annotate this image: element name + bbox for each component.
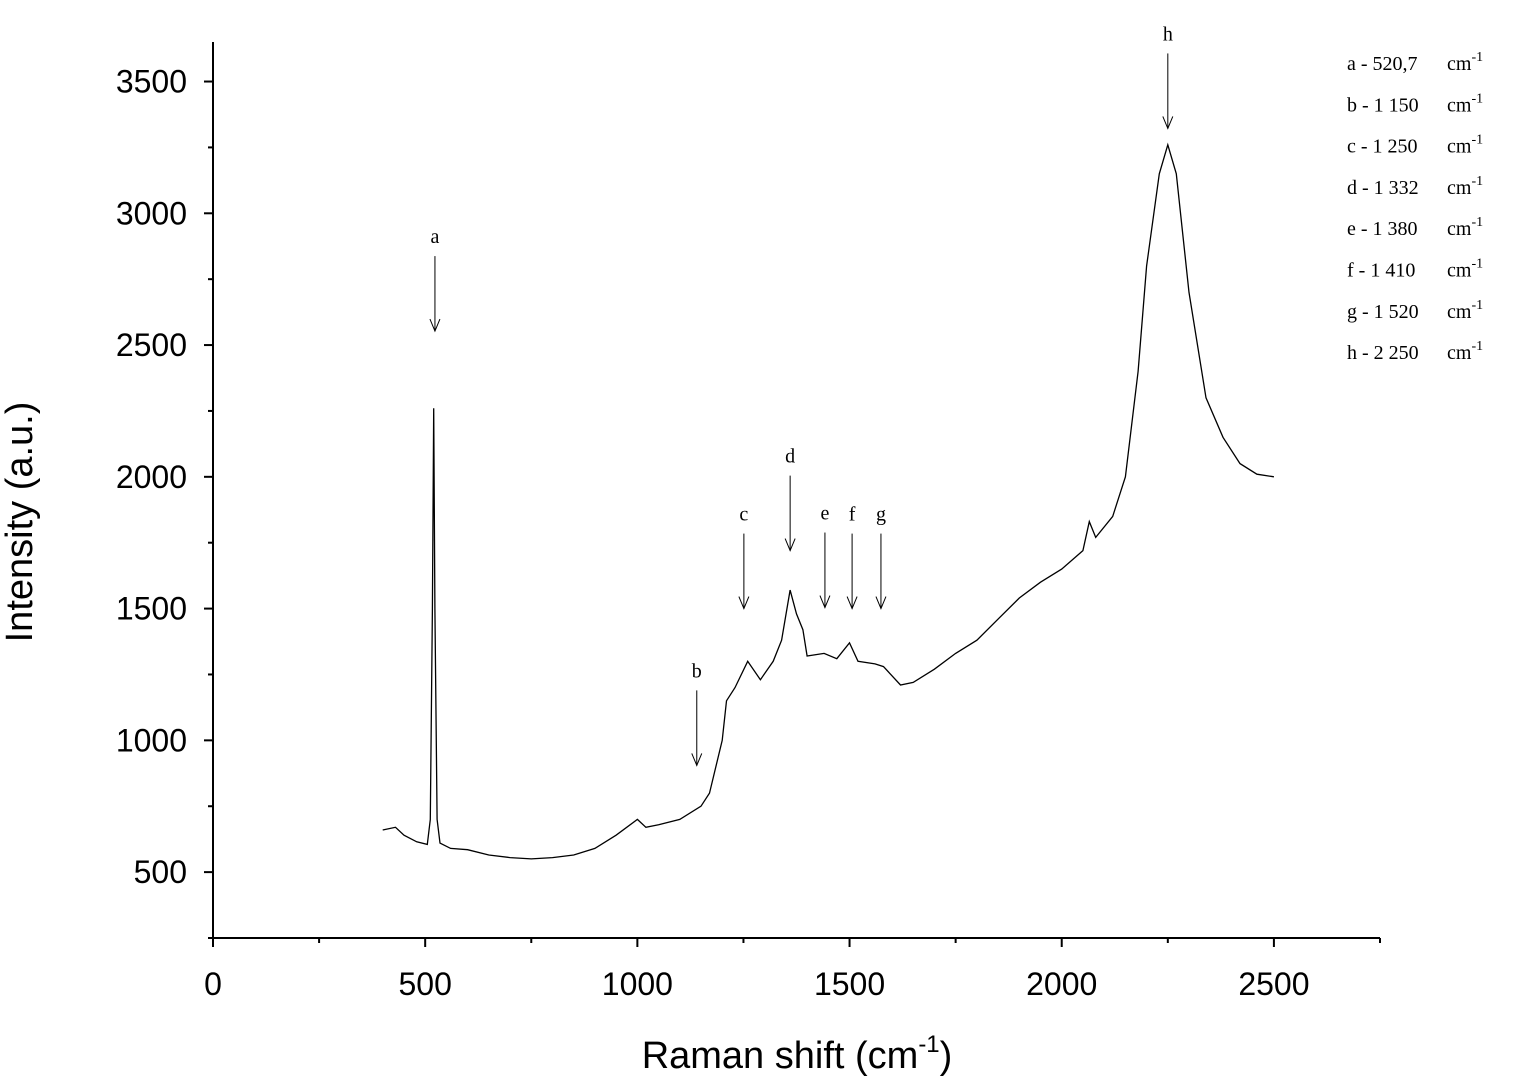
annotation-label: f — [849, 504, 856, 526]
legend-unit: cm — [1447, 342, 1472, 364]
x-tick-label: 1000 — [602, 966, 673, 1002]
annotation-arrowhead — [846, 596, 858, 610]
annotation-label: g — [876, 504, 886, 526]
legend-unit-sup: -1 — [1471, 91, 1483, 106]
annotation-arrowhead — [738, 596, 750, 610]
annotation-label: b — [692, 660, 702, 682]
legend-unit: cm — [1447, 301, 1472, 323]
legend-label: b - 1 150 — [1347, 94, 1419, 116]
legend-entry: h - 2 250 cm-1 — [1347, 339, 1483, 364]
y-tick-label: 3500 — [116, 64, 187, 100]
annotation-label: c — [739, 504, 748, 526]
annotation-arrowhead — [1162, 116, 1174, 130]
legend-unit: cm — [1447, 218, 1472, 240]
x-tick-label: 0 — [204, 966, 222, 1002]
y-tick-label: 1500 — [116, 591, 187, 627]
y-axis-label: Intensity (a.u.) — [0, 402, 41, 643]
y-tick-label: 2500 — [116, 327, 187, 363]
x-axis-label-sup: -1 — [918, 1031, 939, 1058]
annotation-arrowhead — [875, 596, 887, 610]
x-axis-label-main: Raman shift (cm — [642, 1035, 919, 1077]
spectrum-line — [382, 142, 1274, 860]
y-tick-label: 1000 — [116, 722, 187, 758]
x-tick-label: 2000 — [1026, 966, 1097, 1002]
x-tick-label: 2500 — [1238, 966, 1309, 1002]
legend-entry: b - 1 150 cm-1 — [1347, 91, 1483, 116]
y-tick-label: 3000 — [116, 195, 187, 231]
legend-label: f - 1 410 — [1347, 260, 1415, 282]
annotation-label: d — [785, 446, 795, 468]
legend-entry: c - 1 250 cm-1 — [1347, 133, 1483, 158]
annotation-label: h — [1163, 23, 1173, 45]
annotation-arrowhead — [819, 595, 831, 609]
legend-unit-sup: -1 — [1471, 298, 1483, 313]
legend-label: e - 1 380 — [1347, 218, 1418, 240]
annotation-arrowhead — [429, 318, 441, 333]
annotation-arrowhead — [784, 538, 796, 552]
y-tick-label: 500 — [134, 854, 187, 890]
legend-unit: cm — [1447, 53, 1472, 75]
legend-label: d - 1 332 — [1347, 177, 1419, 199]
legend-unit: cm — [1447, 260, 1472, 282]
legend-label: a - 520,7 — [1347, 53, 1418, 75]
legend-unit-sup: -1 — [1471, 257, 1483, 272]
y-tick-label: 2000 — [116, 459, 187, 495]
legend-unit: cm — [1447, 177, 1472, 199]
legend-unit-sup: -1 — [1471, 133, 1483, 148]
annotation-arrowhead — [691, 753, 703, 767]
annotation-label: e — [820, 503, 829, 525]
x-tick-label: 500 — [398, 966, 451, 1002]
x-tick-label: 1500 — [814, 966, 885, 1002]
legend-unit-sup: -1 — [1471, 50, 1483, 65]
x-axis-label: Raman shift (cm-1) — [642, 1031, 953, 1077]
legend-entry: g - 1 520 cm-1 — [1347, 298, 1483, 323]
legend-label: h - 2 250 — [1347, 342, 1419, 364]
legend-entry: d - 1 332 cm-1 — [1347, 174, 1483, 199]
legend-unit-sup: -1 — [1471, 215, 1483, 230]
legend-entry: a - 520,7 cm-1 — [1347, 50, 1483, 75]
annotation-label: a — [430, 226, 439, 248]
legend-unit-sup: -1 — [1471, 174, 1483, 189]
legend-unit: cm — [1447, 136, 1472, 158]
x-axis-label-end: ) — [940, 1035, 953, 1077]
legend-unit-sup: -1 — [1471, 339, 1483, 354]
legend-unit: cm — [1447, 94, 1472, 116]
legend-entry: f - 1 410 cm-1 — [1347, 257, 1483, 282]
legend-entry: e - 1 380 cm-1 — [1347, 215, 1483, 240]
legend-label: g - 1 520 — [1347, 301, 1419, 323]
legend-label: c - 1 250 — [1347, 136, 1418, 158]
